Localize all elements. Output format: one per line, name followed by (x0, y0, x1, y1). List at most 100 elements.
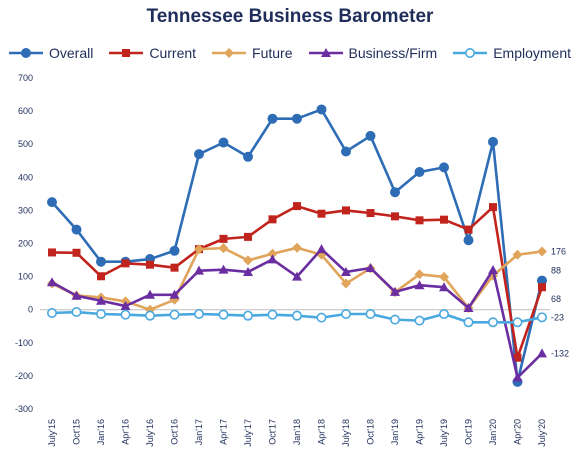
x-tick-label: July'19 (439, 419, 449, 447)
end-value-label: 88 (551, 266, 561, 276)
data-point (316, 312, 327, 323)
data-point (47, 277, 57, 287)
data-point (390, 187, 400, 198)
data-point (292, 271, 302, 281)
x-tick-label: July'20 (537, 419, 547, 447)
data-point (72, 248, 81, 257)
end-value-label: 68 (551, 294, 561, 304)
data-point (389, 314, 400, 325)
data-point (292, 113, 302, 124)
y-tick-label: 600 (18, 106, 33, 116)
data-point (170, 263, 179, 272)
data-point (439, 162, 449, 173)
legend-label: Future (252, 45, 293, 61)
legend-label: Business/Firm (348, 45, 438, 61)
data-point (317, 209, 326, 218)
data-point (463, 317, 474, 328)
x-tick-label: July'16 (145, 419, 155, 447)
data-point (341, 278, 351, 289)
x-tick-label: July'18 (341, 419, 351, 447)
x-tick-label: Oct'16 (170, 419, 180, 445)
x-tick-label: Oct'15 (72, 419, 82, 445)
data-point (489, 203, 497, 212)
x-tick-label: Oct'18 (366, 419, 376, 445)
data-point (512, 317, 523, 328)
data-point (96, 309, 107, 320)
data-point (488, 264, 498, 274)
data-point (120, 301, 131, 311)
data-point (243, 310, 254, 321)
legend-item: Employment (453, 45, 571, 61)
legend-marker-icon (453, 48, 488, 58)
data-point (342, 206, 350, 215)
data-point (71, 290, 82, 300)
data-point (267, 309, 278, 320)
data-point (414, 269, 425, 280)
data-point (341, 266, 351, 276)
y-tick-label: 100 (18, 272, 33, 282)
x-tick-label: July'17 (243, 419, 253, 447)
data-point (415, 216, 424, 225)
data-point (536, 312, 547, 323)
x-tick-label: Jan'19 (390, 419, 400, 445)
data-point (316, 104, 327, 115)
data-point (365, 130, 376, 141)
data-point (243, 255, 253, 266)
legend-label: Current (149, 45, 197, 61)
data-point (96, 256, 106, 267)
data-point (293, 202, 301, 211)
legend-marker-icon (8, 48, 43, 58)
data-point (48, 248, 56, 257)
x-tick-label: Apr'16 (121, 419, 131, 445)
legend-label: Overall (48, 45, 94, 61)
y-tick-label: -100 (15, 338, 33, 348)
data-point (121, 259, 130, 268)
data-point (146, 260, 154, 269)
x-tick-label: July'15 (47, 419, 57, 447)
x-tick-label: Oct'17 (268, 419, 278, 445)
data-point (122, 49, 131, 57)
data-point (463, 235, 474, 246)
data-point (47, 197, 57, 208)
y-tick-label: 300 (18, 205, 33, 215)
data-point (414, 280, 425, 290)
data-point (244, 232, 252, 241)
data-point (268, 215, 277, 224)
data-point (391, 212, 399, 221)
x-tick-label: Jan'20 (488, 419, 498, 445)
data-point (464, 225, 473, 234)
data-point (440, 215, 448, 224)
data-point (537, 348, 547, 358)
y-tick-label: 400 (18, 172, 33, 182)
data-point (218, 309, 229, 320)
legend-marker-icon (212, 48, 247, 58)
data-point (145, 289, 155, 299)
data-point (194, 244, 204, 255)
x-tick-label: Jan'17 (194, 419, 204, 445)
x-tick-label: Apr'18 (317, 419, 327, 445)
data-point (365, 262, 376, 272)
legend-label: Employment (493, 45, 571, 61)
data-point (488, 136, 498, 147)
data-point (96, 295, 106, 305)
data-point (169, 309, 180, 320)
data-point (365, 309, 376, 320)
legend-item: Overall (8, 45, 94, 61)
data-point (218, 243, 229, 254)
data-point (512, 249, 523, 260)
data-point (366, 209, 375, 218)
data-point (414, 167, 425, 178)
x-tick-label: Jan'16 (96, 419, 106, 445)
data-point (243, 151, 253, 162)
data-point (414, 315, 425, 326)
data-point (20, 48, 31, 58)
data-point (320, 48, 331, 57)
data-point (292, 242, 302, 253)
y-tick-label: 700 (18, 73, 33, 83)
data-point (224, 48, 235, 58)
data-point (71, 307, 82, 318)
legend-item: Future (212, 45, 293, 61)
data-point (438, 309, 449, 320)
data-point (538, 283, 546, 292)
